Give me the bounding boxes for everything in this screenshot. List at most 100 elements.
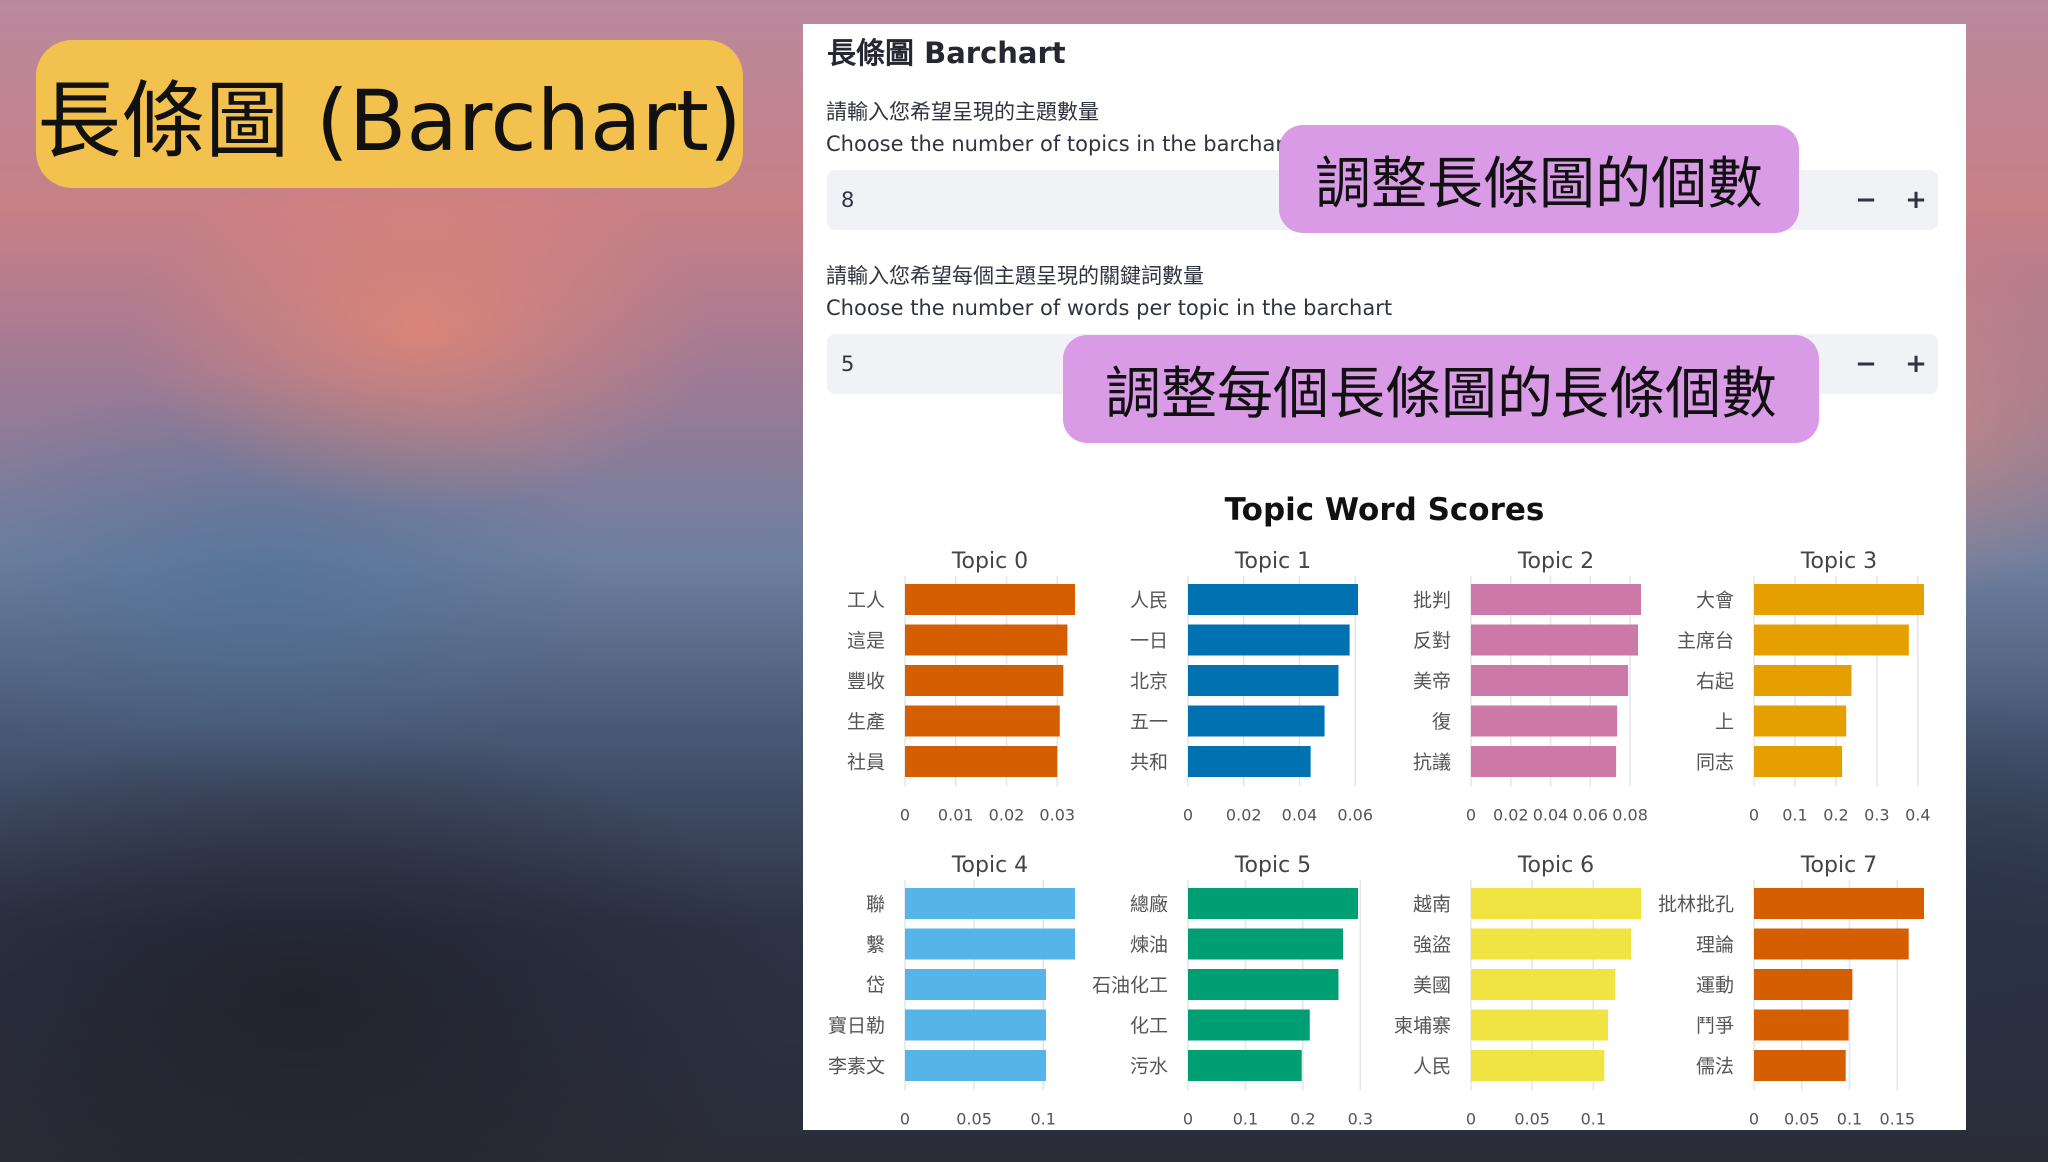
tick-label: 0.05 [1514, 1110, 1550, 1129]
word-label: 總廠 [1130, 893, 1168, 916]
word-label: 共和 [1130, 752, 1168, 774]
bar [1471, 665, 1629, 696]
bar [1188, 969, 1339, 1000]
topics-input-field[interactable] [841, 170, 1241, 230]
panel-title: 長條圖 Barchart [827, 36, 1066, 70]
tick-label: 0.04 [1533, 806, 1569, 825]
word-label: 李素文 [828, 1056, 885, 1078]
bar [1188, 584, 1358, 615]
word-label: 煉油 [1130, 934, 1168, 956]
word-label: 人民 [1413, 1056, 1451, 1078]
word-label: 美國 [1413, 975, 1451, 997]
bar [905, 969, 1046, 1000]
word-label: 鬥爭 [1696, 1015, 1734, 1037]
tick-label: 0.02 [1493, 806, 1529, 825]
overlay-title-badge: 長條圖 (Barchart) [36, 40, 743, 188]
bar [1188, 888, 1358, 919]
word-label: 社員 [847, 752, 885, 774]
words-increment-button[interactable]: + [1905, 349, 1927, 379]
bar [1754, 624, 1909, 656]
tick-label: 0 [900, 806, 910, 825]
word-label: 這是 [847, 630, 885, 652]
tick-label: 0 [1466, 806, 1476, 825]
bar [1754, 888, 1924, 919]
words-label-en: Choose the number of words per topic in … [826, 296, 1393, 320]
bar [1188, 705, 1325, 737]
word-label: 柬埔寨 [1394, 1015, 1451, 1037]
tick-label: 0.05 [956, 1110, 992, 1129]
bar [1754, 665, 1852, 696]
bar [1188, 1050, 1302, 1081]
tick-label: 0.03 [1039, 806, 1075, 825]
word-label: 化工 [1130, 1015, 1168, 1037]
tick-label: 0.05 [1784, 1110, 1820, 1129]
word-label: 儒法 [1696, 1056, 1734, 1078]
bar [905, 928, 1075, 960]
tick-label: 0.4 [1905, 806, 1930, 825]
bar [1754, 1050, 1846, 1081]
tick-label: 0 [1183, 806, 1193, 825]
word-label: 岱 [866, 975, 885, 997]
tick-label: 0 [1749, 806, 1759, 825]
bar [1471, 1009, 1608, 1041]
word-label: 北京 [1130, 671, 1168, 693]
topics-decrement-button[interactable]: − [1855, 185, 1877, 215]
word-label: 一日 [1130, 630, 1168, 652]
word-label: 批林批孔 [1658, 894, 1734, 916]
bar [905, 705, 1060, 737]
topics-increment-button[interactable]: + [1905, 185, 1927, 215]
word-label: 理論 [1696, 934, 1734, 956]
bar [1471, 746, 1617, 777]
word-label: 聯 [866, 894, 885, 916]
word-label: 主席台 [1677, 630, 1734, 652]
tick-label: 0.2 [1290, 1110, 1315, 1129]
word-label: 繫 [866, 934, 885, 956]
subplot-title: Topic 7 [1800, 853, 1877, 878]
tick-label: 0.08 [1612, 806, 1648, 825]
word-label: 批判 [1413, 590, 1451, 612]
bar [1471, 584, 1641, 615]
words-decrement-button[interactable]: − [1855, 349, 1877, 379]
callout-topics-text: 調整長條圖的個數 [1315, 151, 1763, 217]
callout-words: 調整每個長條圖的長條個數 [1063, 335, 1819, 443]
word-label: 越南 [1413, 894, 1451, 916]
word-label: 復 [1432, 711, 1451, 733]
word-label: 石油化工 [1092, 975, 1168, 997]
bar [1754, 705, 1847, 737]
topics-label-zh: 請輸入您希望呈現的主題數量 [826, 100, 1099, 124]
word-label: 上 [1715, 711, 1734, 733]
subplot-title: Topic 3 [1800, 549, 1877, 574]
word-label: 抗議 [1413, 752, 1451, 774]
tick-label: 0.06 [1572, 806, 1608, 825]
tick-label: 0.01 [938, 806, 974, 825]
bar [1471, 1050, 1605, 1081]
bar [905, 624, 1068, 656]
tick-label: 0.2 [1823, 806, 1848, 825]
word-label: 污水 [1130, 1056, 1168, 1078]
subplot-title: Topic 0 [951, 549, 1028, 574]
tick-label: 0.02 [989, 806, 1025, 825]
bar [1471, 624, 1639, 656]
word-label: 運動 [1696, 975, 1734, 997]
word-label: 五一 [1130, 711, 1168, 733]
bar [1188, 1009, 1310, 1041]
word-label: 豐收 [847, 671, 885, 693]
tick-label: 0 [1466, 1110, 1476, 1129]
tick-label: 0.04 [1282, 806, 1318, 825]
chart-title: Topic Word Scores [1224, 492, 1545, 528]
bar [1754, 928, 1909, 960]
tick-label: 0.06 [1337, 806, 1373, 825]
word-label: 大會 [1696, 590, 1734, 612]
bar [1754, 1009, 1849, 1041]
subplot-title: Topic 5 [1234, 853, 1311, 878]
tick-label: 0 [1749, 1110, 1759, 1129]
bar [1471, 705, 1618, 737]
bar [1471, 928, 1632, 960]
word-label: 工人 [847, 590, 885, 612]
